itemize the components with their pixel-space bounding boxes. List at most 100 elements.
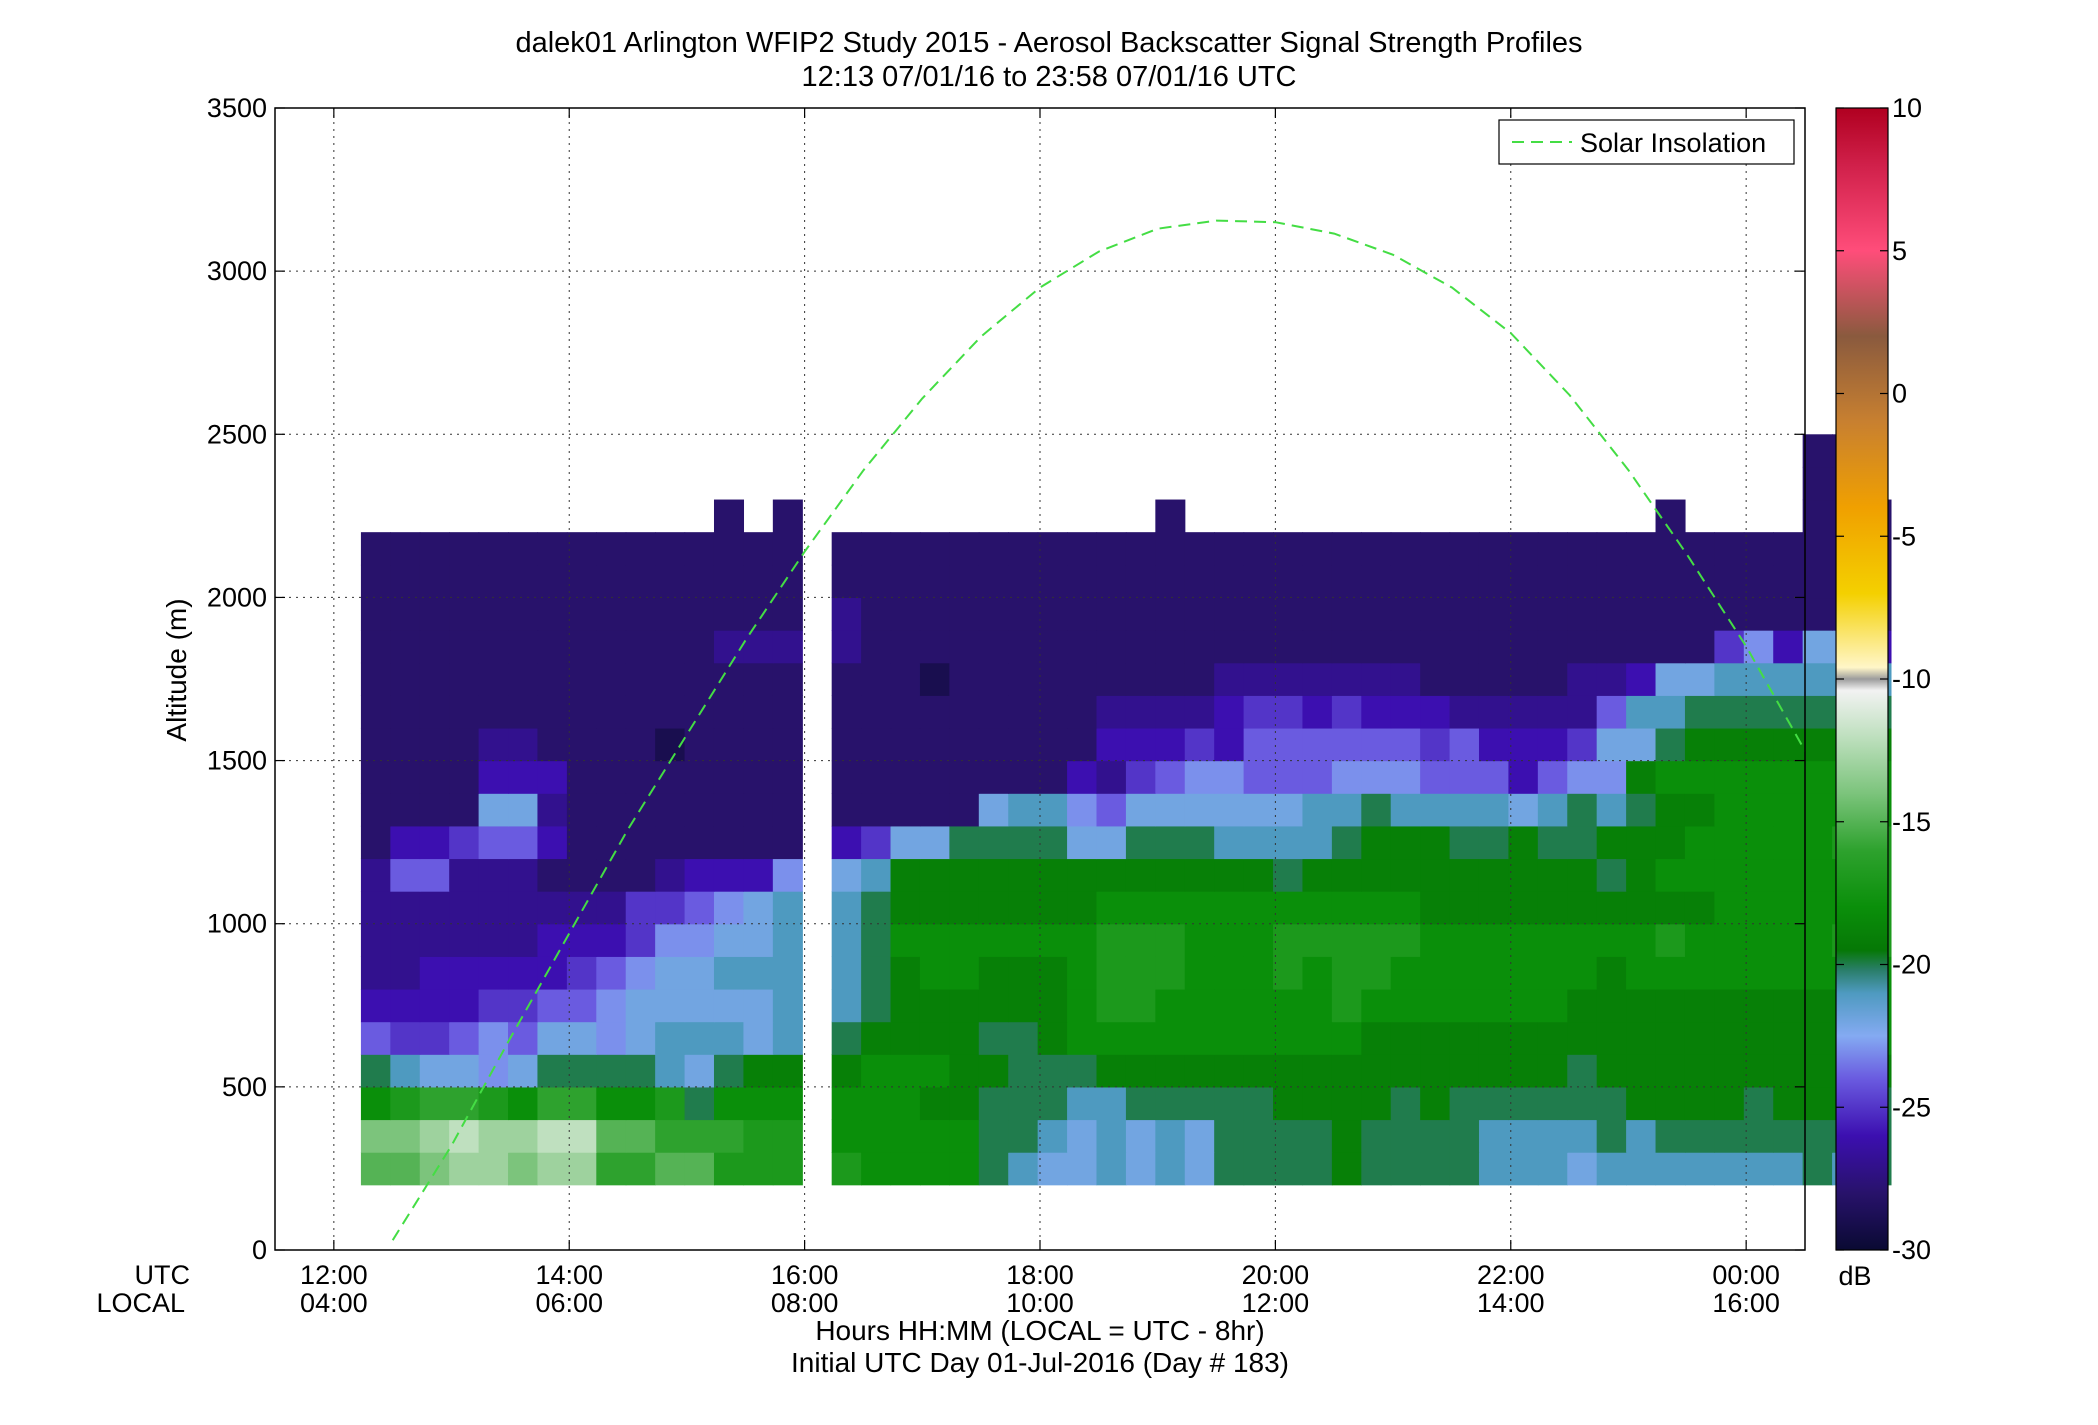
heatmap-cell xyxy=(478,662,509,696)
heatmap-cell xyxy=(919,1119,950,1153)
heatmap-cell xyxy=(1184,988,1215,1023)
heatmap-cell xyxy=(1125,695,1156,729)
heatmap-cell xyxy=(1037,1054,1068,1088)
heatmap-cell xyxy=(1596,891,1627,925)
heatmap-cell xyxy=(1478,988,1510,1023)
heatmap-cell xyxy=(390,1021,421,1055)
heatmap-cell xyxy=(1626,630,1657,664)
heatmap-cell xyxy=(1184,891,1215,925)
heatmap-cell xyxy=(1420,532,1451,566)
heatmap-cell xyxy=(1420,597,1451,631)
heatmap-cell xyxy=(919,891,950,925)
heatmap-cell xyxy=(625,564,656,599)
heatmap-cell xyxy=(1802,1054,1833,1088)
heatmap-cell xyxy=(743,662,774,696)
heatmap-cell xyxy=(360,532,391,566)
heatmap-cell xyxy=(1243,695,1274,729)
heatmap-cell xyxy=(684,727,715,762)
heatmap-cell xyxy=(566,564,597,599)
heatmap-cell xyxy=(1302,564,1333,599)
heatmap-cell xyxy=(1037,825,1068,860)
heatmap-cell xyxy=(1508,532,1539,566)
heatmap-cell xyxy=(1449,760,1480,794)
heatmap-cell xyxy=(1067,891,1098,925)
heatmap-cell xyxy=(360,727,391,762)
heatmap-cell xyxy=(1743,1119,1774,1153)
heatmap-cell xyxy=(655,923,686,957)
heatmap-cell xyxy=(1802,662,1833,696)
heatmap-cell xyxy=(1390,564,1421,599)
heatmap-cell xyxy=(1008,630,1039,664)
heatmap-cell xyxy=(1567,1119,1598,1153)
heatmap-cell xyxy=(743,923,774,957)
heatmap-cell xyxy=(419,825,450,860)
colorbar-unit: dB xyxy=(1838,1261,1871,1291)
axes: 050010001500200025003000350012:0004:0014… xyxy=(207,93,1805,1318)
heatmap-cell xyxy=(978,597,1009,631)
heatmap-cell xyxy=(1302,662,1333,696)
heatmap-cell xyxy=(566,662,597,696)
heatmap-cell xyxy=(772,1054,803,1088)
heatmap-cell xyxy=(1184,564,1215,599)
heatmap-cell xyxy=(360,760,391,794)
heatmap-cell xyxy=(1155,1086,1186,1121)
heatmap-cell xyxy=(1214,858,1245,892)
heatmap-cell xyxy=(655,1054,686,1088)
heatmap-cell xyxy=(1214,1054,1245,1088)
heatmap-cell xyxy=(1125,1119,1156,1153)
heatmap-cell xyxy=(390,1086,421,1121)
heatmap-cell xyxy=(449,923,480,957)
heatmap-cell xyxy=(1214,727,1245,762)
heatmap-cell xyxy=(1420,1152,1451,1186)
heatmap-cell xyxy=(1420,891,1451,925)
heatmap-cell xyxy=(890,1152,921,1186)
heatmap-cell xyxy=(508,532,539,566)
heatmap-cell xyxy=(419,630,450,664)
heatmap-cell xyxy=(890,923,921,957)
heatmap-cell xyxy=(537,891,568,925)
heatmap-cell xyxy=(978,793,1009,827)
heatmap-cell xyxy=(537,695,568,729)
heatmap-cell xyxy=(419,923,450,957)
heatmap-cell xyxy=(1037,760,1068,794)
heatmap-cell xyxy=(1420,988,1451,1023)
heatmap-cell xyxy=(978,727,1009,762)
heatmap-cell xyxy=(566,1152,597,1186)
heatmap-cell xyxy=(1743,858,1774,892)
heatmap-cell xyxy=(772,760,803,794)
heatmap-cell xyxy=(625,662,656,696)
heatmap-cell xyxy=(861,1086,892,1121)
heatmap-cell xyxy=(1037,564,1068,599)
heatmap-cell xyxy=(537,825,568,860)
heatmap-cell xyxy=(390,662,421,696)
heatmap-cell xyxy=(1008,956,1039,990)
heatmap-cell xyxy=(978,1152,1009,1186)
heatmap-cell xyxy=(890,1021,921,1055)
heatmap-cell xyxy=(655,858,686,892)
heatmap-cell xyxy=(1302,825,1333,860)
heatmap-cell xyxy=(1802,630,1833,664)
heatmap-cell xyxy=(655,1152,686,1186)
heatmap-cell xyxy=(743,956,774,990)
heatmap-cell xyxy=(1067,760,1098,794)
heatmap-cell xyxy=(537,956,568,990)
heatmap-cell xyxy=(1773,695,1804,729)
heatmap-cell xyxy=(713,956,745,990)
heatmap-cell xyxy=(1537,891,1568,925)
heatmap-cell xyxy=(1802,1086,1833,1121)
heatmap-cell xyxy=(1626,1054,1657,1088)
heatmap-cell xyxy=(1096,597,1127,631)
y-tick-label: 0 xyxy=(252,1235,267,1265)
heatmap-cell xyxy=(1655,532,1686,566)
heatmap-cell xyxy=(861,630,892,664)
heatmap-cell xyxy=(566,1086,597,1121)
heatmap-cell xyxy=(1390,956,1421,990)
heatmap-cell xyxy=(1331,1152,1362,1186)
heatmap-cell xyxy=(1420,793,1451,827)
heatmap-cell xyxy=(684,1054,715,1088)
heatmap-cell xyxy=(390,793,421,827)
heatmap-cell xyxy=(596,988,627,1023)
heatmap-cell xyxy=(1037,858,1068,892)
heatmap-cell xyxy=(478,760,509,794)
heatmap-cell xyxy=(1096,760,1127,794)
